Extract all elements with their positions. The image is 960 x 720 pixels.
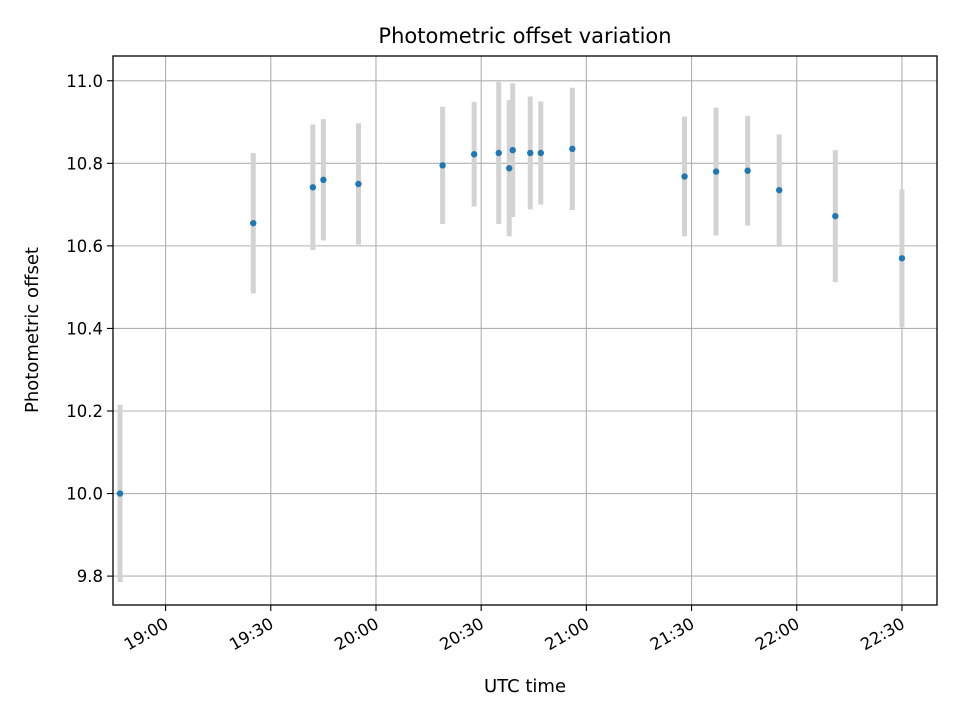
data-point [116,490,124,497]
x-axis-label: UTC time [484,676,566,697]
data-point [470,151,478,158]
data-points [116,145,906,497]
data-point [832,212,839,220]
grid [113,56,937,605]
data-point [439,162,446,169]
data-point [569,145,576,153]
plot-frame [112,55,938,606]
y-ticks: 9.8 10.0 10.2 10.4 10.6 10.8 11.0 [66,72,113,586]
y-tick-label: 11.0 [66,72,103,91]
y-tick-label: 10.4 [66,319,103,338]
y-axis-label: Photometric offset [22,247,43,413]
data-point [506,165,513,172]
data-point [776,186,783,194]
data-point [712,168,720,175]
y-tick-label: 10.6 [66,237,103,256]
data-point [527,149,534,157]
data-point [320,176,327,184]
data-point [744,167,751,174]
data-point [898,255,906,262]
data-point [309,184,317,191]
y-tick-label: 10.0 [66,485,103,504]
y-tick-label: 10.8 [66,154,103,173]
data-point [681,173,688,180]
data-point [355,180,362,188]
y-tick-label: 9.8 [77,567,103,586]
chart-title: Photometric offset variation [378,24,671,48]
data-point [250,219,257,227]
data-point [537,149,544,157]
data-point [509,146,516,154]
data-point [495,149,502,157]
y-tick-label: 10.2 [66,402,103,421]
